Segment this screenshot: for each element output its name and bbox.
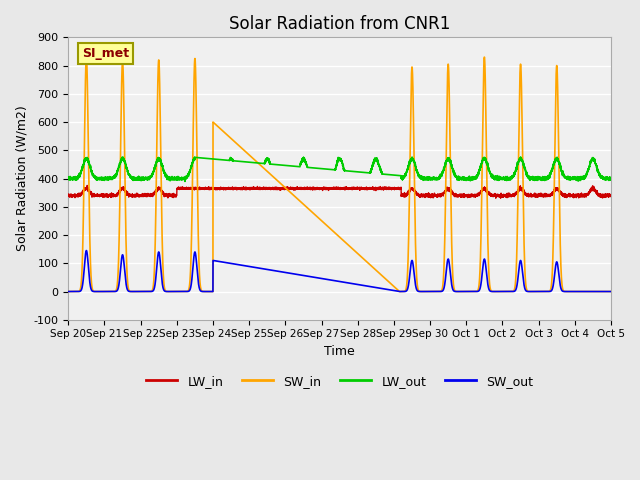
- Title: Solar Radiation from CNR1: Solar Radiation from CNR1: [229, 15, 451, 33]
- Text: SI_met: SI_met: [82, 47, 129, 60]
- Legend: LW_in, SW_in, LW_out, SW_out: LW_in, SW_in, LW_out, SW_out: [141, 370, 538, 393]
- X-axis label: Time: Time: [324, 345, 355, 358]
- Y-axis label: Solar Radiation (W/m2): Solar Radiation (W/m2): [15, 106, 28, 252]
